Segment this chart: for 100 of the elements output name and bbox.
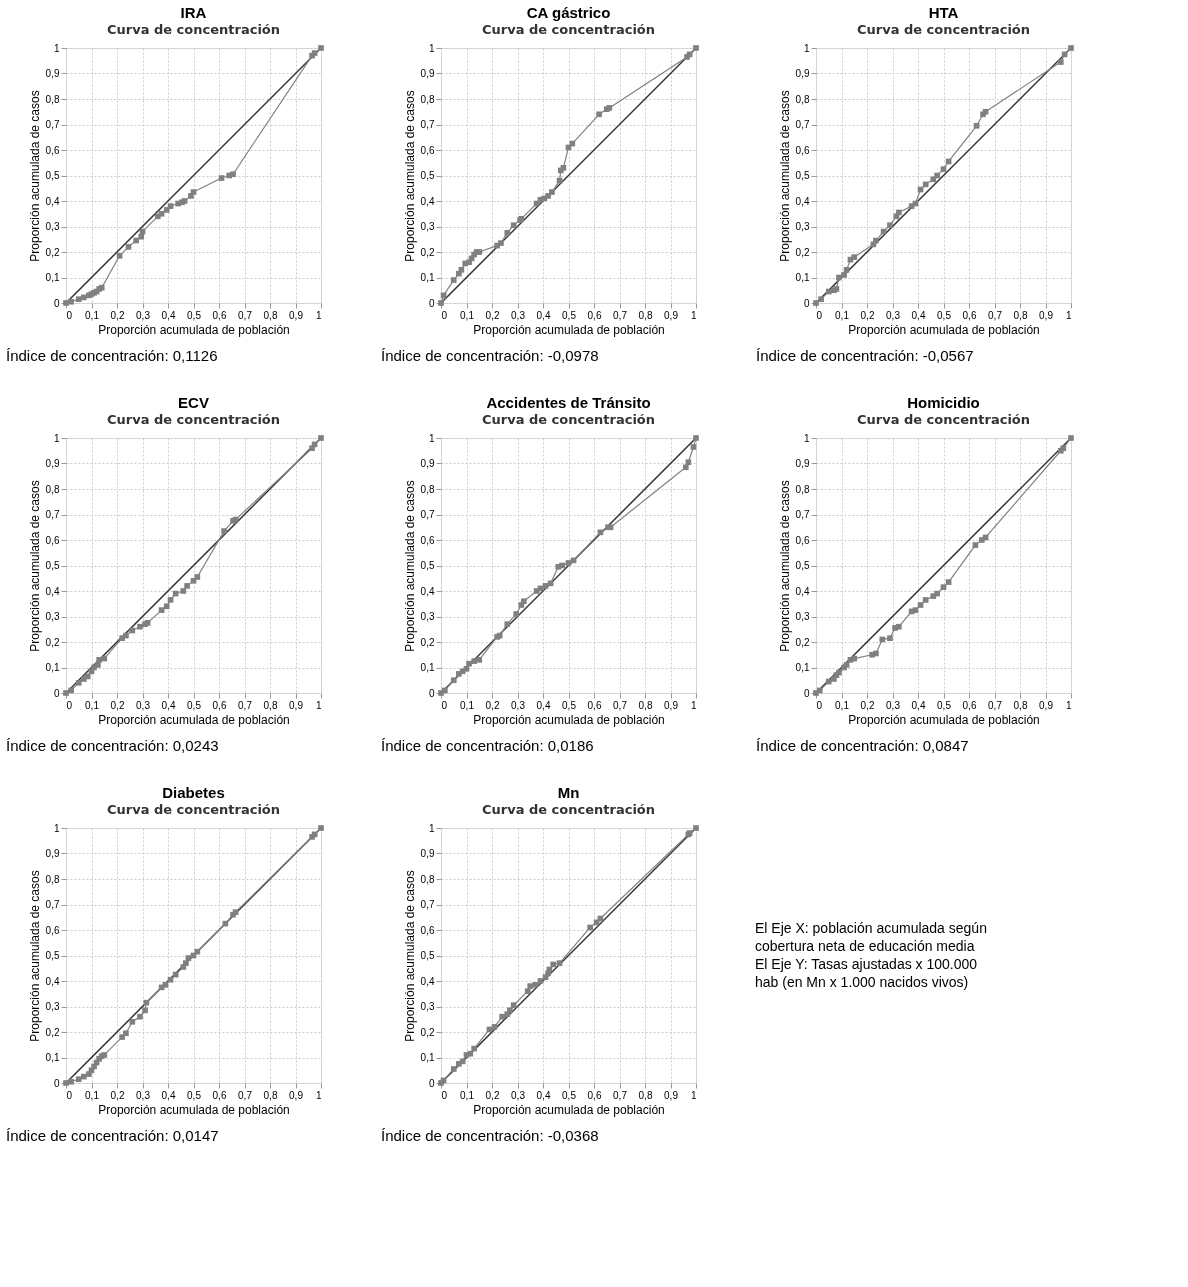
x-tick-label: 0 <box>441 1089 448 1101</box>
y-tick-label: 0,4 <box>795 585 810 597</box>
x-tick-label: 0,1 <box>460 1089 475 1101</box>
y-tick-label: 0,1 <box>45 1052 60 1063</box>
chart-title: Homicidio <box>907 394 980 411</box>
y-tick-label: 0,6 <box>420 144 435 156</box>
y-tick-label: 0 <box>53 297 60 309</box>
y-tick-label: 0,2 <box>45 246 60 258</box>
chart-title: Accidentes de Tránsito <box>486 394 651 411</box>
x-tick-label: 0,7 <box>238 699 253 711</box>
y-tick-label: 0,3 <box>420 611 435 622</box>
x-tick-label: 0,7 <box>613 1089 628 1101</box>
y-tick-label: 0,8 <box>45 873 60 885</box>
y-tick-label: 0,3 <box>45 221 60 232</box>
y-tick-label: 0,4 <box>420 585 435 597</box>
y-tick-label: 1 <box>803 432 810 444</box>
x-tick-label: 1 <box>1065 699 1072 711</box>
x-tick-label: 0 <box>816 309 823 321</box>
x-axis-title: Proporción acumulada de población <box>473 1102 665 1117</box>
x-tick-label: 0,3 <box>886 309 901 321</box>
x-tick-label: 0,7 <box>613 309 628 321</box>
x-tick-label: 0,4 <box>161 309 176 321</box>
y-tick-label: 0,5 <box>420 560 435 571</box>
y-tick-label: 0,6 <box>45 924 60 936</box>
text: El Eje X: población acumulada según cobertura neta de educación media <box>755 919 987 954</box>
y-tick-label: 0,3 <box>795 221 810 232</box>
x-tick-label: 0,3 <box>136 309 151 321</box>
y-tick-label: 0,6 <box>420 924 435 936</box>
y-tick-label: 0,5 <box>45 950 60 961</box>
text: El Eje Y: Tasas ajustadas x 100.000 hab (en Mn x 1.000 nacidos vivos) <box>755 955 978 990</box>
text: Índice de concentración: -0,0978 <box>381 347 599 364</box>
y-tick-label: 0,1 <box>420 272 435 283</box>
x-axis-title: Proporción acumulada de población <box>473 712 665 727</box>
y-tick-label: 0 <box>53 1077 60 1089</box>
chart-title: HTA <box>928 4 959 21</box>
x-tick-label: 0,2 <box>110 309 125 321</box>
x-tick-label: 0,4 <box>161 1089 176 1101</box>
x-tick-label: 0,1 <box>835 699 850 711</box>
y-tick-label: 0 <box>803 687 810 699</box>
chart-subtitle: Curva de concentración <box>106 412 281 427</box>
x-tick-label: 0,2 <box>860 309 875 321</box>
x-tick-label: 0,6 <box>587 1089 602 1101</box>
y-tick-label: 0,2 <box>420 246 435 258</box>
y-tick-label: 0,8 <box>420 93 435 105</box>
x-tick-label: 0,9 <box>1039 309 1054 321</box>
x-tick-label: 0,4 <box>536 1089 551 1101</box>
y-tick-label: 0,1 <box>45 662 60 673</box>
x-tick-label: 0,1 <box>835 309 850 321</box>
x-tick-label: 1 <box>315 309 322 321</box>
y-tick-label: 0,8 <box>45 93 60 105</box>
x-axis-title: Proporción acumulada de población <box>473 322 665 337</box>
x-tick-label: 0,5 <box>187 699 202 711</box>
x-tick-label: 0,8 <box>638 699 653 711</box>
y-tick-label: 0,9 <box>45 458 60 469</box>
chart-title: ECV <box>178 394 209 411</box>
x-tick-label: 0,3 <box>511 1089 526 1101</box>
y-tick-label: 0,9 <box>795 68 810 79</box>
y-axis-title: Proporción acumulada de casos <box>402 480 417 652</box>
x-tick-label: 0 <box>66 699 73 711</box>
chart-title: IRA <box>180 4 207 21</box>
x-tick-label: 0 <box>441 309 448 321</box>
x-tick-label: 0 <box>66 1089 73 1101</box>
text: Índice de concentración: 0,0147 <box>6 1127 219 1144</box>
x-tick-label: 0,2 <box>485 699 500 711</box>
x-tick-label: 0,3 <box>511 309 526 321</box>
y-tick-label: 0,2 <box>45 1026 60 1038</box>
y-tick-label: 0,5 <box>45 560 60 571</box>
y-tick-label: 0,5 <box>420 950 435 961</box>
y-tick-label: 0,2 <box>795 246 810 258</box>
y-tick-label: 0,9 <box>795 458 810 469</box>
y-tick-label: 0,2 <box>45 636 60 648</box>
y-tick-label: 0,8 <box>795 93 810 105</box>
y-tick-label: 0,7 <box>795 119 810 130</box>
y-tick-label: 0,7 <box>420 119 435 130</box>
x-tick-label: 0,9 <box>289 309 304 321</box>
y-tick-label: 0 <box>428 687 435 699</box>
text: Índice de concentración: -0,0567 <box>756 347 974 364</box>
y-tick-label: 0,8 <box>420 483 435 495</box>
y-tick-label: 0,1 <box>45 272 60 283</box>
y-tick-label: 1 <box>53 432 60 444</box>
y-tick-label: 0,4 <box>420 195 435 207</box>
x-tick-label: 0,1 <box>460 699 475 711</box>
x-tick-label: 0,6 <box>587 309 602 321</box>
x-tick-label: 0,4 <box>536 699 551 711</box>
x-axis-title: Proporción acumulada de población <box>98 322 290 337</box>
chart-title: Diabetes <box>162 784 225 801</box>
chart-subtitle: Curva de concentración <box>106 22 281 37</box>
chart-subtitle: Curva de concentración <box>481 802 656 817</box>
chart-title: CA gástrico <box>526 4 611 21</box>
x-axis-title: Proporción acumulada de población <box>98 712 290 727</box>
x-tick-label: 0,5 <box>187 309 202 321</box>
x-tick-label: 0,8 <box>1013 309 1028 321</box>
x-axis-title: Proporción acumulada de población <box>848 712 1040 727</box>
x-tick-label: 0,6 <box>212 699 227 711</box>
y-axis-title: Proporción acumulada de casos <box>27 870 42 1042</box>
y-tick-label: 0,4 <box>420 975 435 987</box>
x-tick-label: 0,5 <box>937 309 952 321</box>
y-tick-label: 1 <box>803 42 810 54</box>
x-tick-label: 0,5 <box>187 1089 202 1101</box>
y-tick-label: 0,1 <box>795 662 810 673</box>
